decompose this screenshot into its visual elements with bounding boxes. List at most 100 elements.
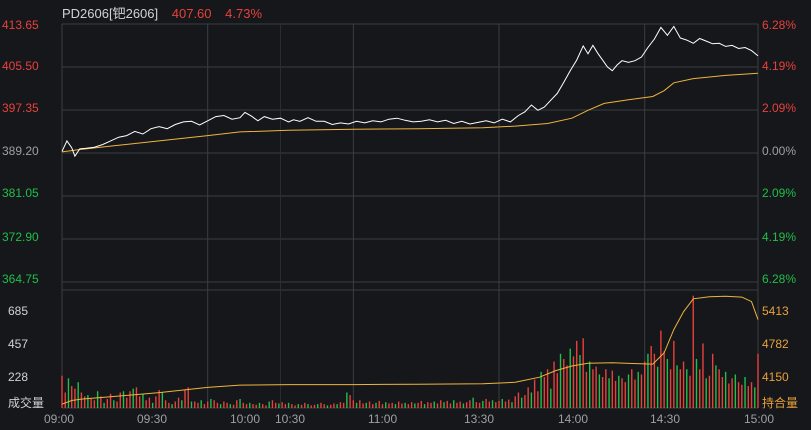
time-label: 09:30	[137, 412, 168, 426]
price-axis-left-label: 389.20	[2, 144, 39, 158]
volume-bar	[456, 402, 458, 408]
volume-bar	[731, 378, 733, 408]
volume-bar	[397, 401, 400, 408]
volume-bar	[274, 402, 277, 408]
volume-bar	[349, 395, 351, 408]
open-interest-title: 持合量	[762, 396, 799, 410]
volume-bar	[673, 340, 675, 408]
volume-bar	[116, 401, 118, 408]
volume-bar	[339, 402, 342, 408]
volume-bar	[391, 402, 393, 408]
volume-bar	[624, 382, 626, 408]
volume-axis-label: 457	[8, 337, 29, 351]
volume-bar	[177, 397, 180, 408]
volume-bar	[728, 383, 730, 408]
volume-bar	[608, 378, 610, 408]
volume-bar	[614, 380, 617, 408]
time-label: 14:30	[650, 412, 681, 426]
volume-bar	[381, 404, 384, 408]
price-axis-left-label: 413.65	[2, 18, 39, 32]
volume-bar	[427, 402, 429, 408]
volume-bar	[287, 402, 290, 408]
volume-bar	[236, 400, 238, 408]
volume-bar	[449, 403, 452, 408]
volume-bar	[550, 388, 552, 408]
volume-bar	[488, 401, 491, 408]
volume-bar	[368, 401, 371, 408]
volume-bar	[546, 369, 549, 408]
volume-bar	[553, 361, 555, 408]
volume-bar	[559, 353, 562, 408]
volume-bar	[317, 404, 319, 408]
volume-bar	[216, 402, 219, 408]
volume-bar	[378, 400, 380, 408]
volume-bars	[61, 295, 759, 408]
time-label: 10:30	[275, 412, 306, 426]
volume-bar	[653, 353, 656, 408]
volume-bar	[556, 373, 558, 408]
volume-bar	[414, 403, 416, 408]
volume-bar	[721, 377, 724, 408]
volume-bar	[242, 402, 244, 408]
volume-bar	[109, 393, 112, 408]
volume-bar	[187, 387, 189, 408]
volume-bar	[689, 375, 691, 408]
volume-bar	[647, 353, 649, 408]
volume-bar	[676, 365, 678, 408]
volume-bar	[346, 392, 348, 408]
volume-bar	[611, 370, 614, 408]
volume-bar	[498, 400, 500, 408]
volume-bar	[734, 374, 737, 408]
average-price-line	[61, 72, 759, 153]
volume-bar	[385, 402, 387, 408]
volume-bar	[465, 402, 468, 408]
open-interest-axis-label: 4150	[762, 370, 789, 384]
volume-bar	[715, 365, 717, 408]
chart-header: PD2606[钯2606] 407.60 4.73%	[62, 3, 272, 22]
open-interest-axis-label: 5413	[762, 304, 789, 318]
volume-bar	[663, 351, 665, 408]
volume-bar	[530, 392, 533, 408]
volume-bar	[472, 397, 474, 408]
volume-bar	[365, 402, 367, 408]
volume-bar	[514, 396, 516, 408]
chart-grid	[61, 23, 759, 409]
price-axis-left-label: 405.50	[2, 59, 39, 73]
volume-bar	[750, 382, 753, 408]
volume-bar	[417, 402, 419, 408]
volume-bar	[430, 402, 432, 408]
volume-bar	[307, 404, 309, 408]
percent-axis-right-label: 2.09%	[762, 186, 797, 200]
volume-bar	[433, 401, 435, 408]
volume-axis-label: 685	[8, 304, 29, 318]
volume-bar	[650, 346, 652, 408]
volume-bar	[420, 400, 423, 408]
volume-bar	[469, 400, 471, 408]
volume-bar	[660, 330, 662, 408]
open-interest-axis-label: 4782	[762, 337, 789, 351]
volume-bar	[223, 401, 225, 408]
volume-bar	[71, 386, 73, 408]
volume-bar	[524, 395, 526, 408]
volume-bar	[443, 402, 445, 408]
volume-bar	[601, 377, 604, 408]
volume-bar	[754, 387, 756, 408]
volume-bar	[588, 361, 591, 408]
volume-bar	[508, 399, 510, 408]
volume-bar	[410, 402, 413, 408]
volume-bar	[135, 387, 138, 408]
volume-bar	[407, 404, 410, 408]
volume-bar	[686, 369, 688, 408]
volume-bar	[320, 402, 322, 408]
volume-bar	[265, 405, 267, 408]
volume-bar	[90, 398, 92, 408]
volume-bar	[605, 369, 607, 408]
volume-bar	[592, 369, 594, 408]
volume-bar	[517, 392, 520, 408]
volume-bar	[300, 404, 303, 408]
volume-axis-label: 228	[8, 370, 29, 384]
volume-bar	[122, 391, 125, 408]
volume-bar	[692, 295, 694, 408]
volume-bar	[93, 400, 96, 408]
